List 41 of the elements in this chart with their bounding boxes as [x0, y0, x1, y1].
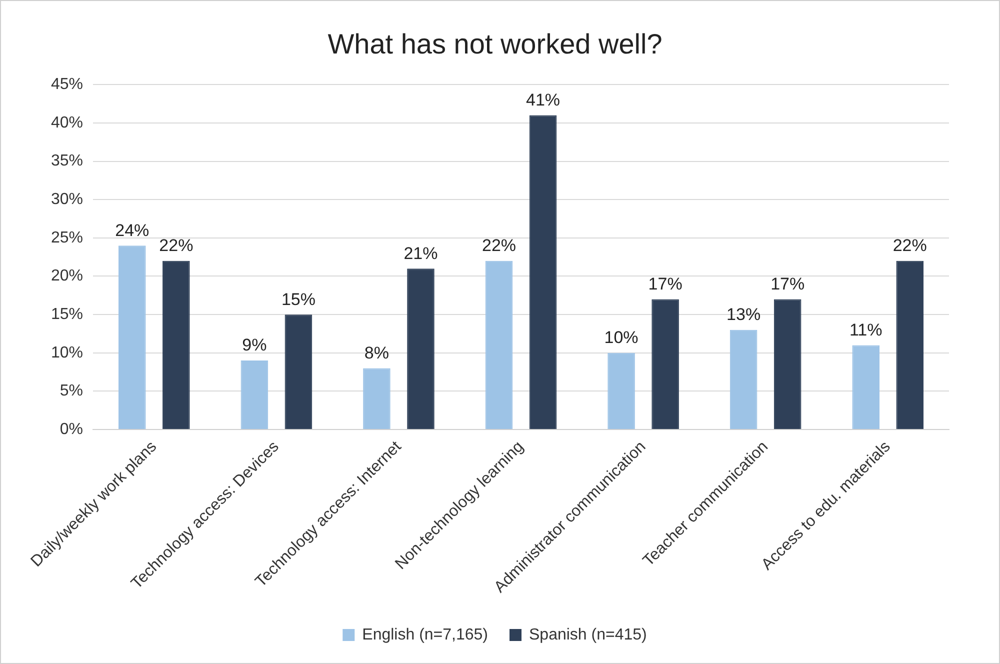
y-tick-label: 35% — [50, 152, 84, 170]
bar — [774, 299, 802, 430]
y-tick-label: 0% — [60, 420, 84, 438]
chart-title: What has not worked well? — [328, 28, 662, 60]
bar — [407, 268, 434, 430]
y-tick-label: 20% — [50, 268, 84, 285]
bar — [162, 260, 190, 430]
data-label: 17% — [770, 274, 805, 294]
bar — [852, 345, 880, 430]
y-tick-label: 40% — [50, 114, 84, 132]
y-tick-label: 15% — [50, 306, 84, 323]
bar — [652, 299, 679, 430]
data-label: 10% — [604, 328, 638, 348]
y-tick-label: 5% — [60, 382, 84, 400]
bar — [529, 115, 557, 430]
data-label: 15% — [281, 290, 316, 309]
data-label: 13% — [726, 305, 761, 324]
legend-label: English (n=7,165) — [362, 626, 488, 644]
data-label: 41% — [526, 90, 560, 110]
data-label: 21% — [404, 244, 438, 263]
bar — [896, 260, 924, 430]
data-label: 17% — [648, 274, 682, 294]
data-label: 22% — [159, 236, 194, 256]
legend-label: Spanish (n=415) — [529, 626, 647, 644]
y-tick-label: 45% — [50, 76, 84, 94]
bar — [485, 260, 513, 430]
data-label: 24% — [115, 220, 150, 240]
y-tick-label: 10% — [50, 344, 84, 362]
bar — [284, 314, 312, 430]
bar — [608, 352, 635, 430]
bar — [363, 368, 390, 430]
bar — [240, 360, 268, 430]
bar — [118, 246, 146, 430]
data-label: 8% — [364, 343, 390, 362]
data-label: 22% — [892, 236, 927, 256]
data-label: 22% — [482, 236, 516, 256]
data-label: 9% — [242, 336, 267, 355]
y-tick-label: 25% — [50, 229, 84, 246]
y-tick-label: 30% — [50, 190, 84, 208]
bar — [730, 330, 758, 430]
data-label: 11% — [849, 320, 882, 340]
